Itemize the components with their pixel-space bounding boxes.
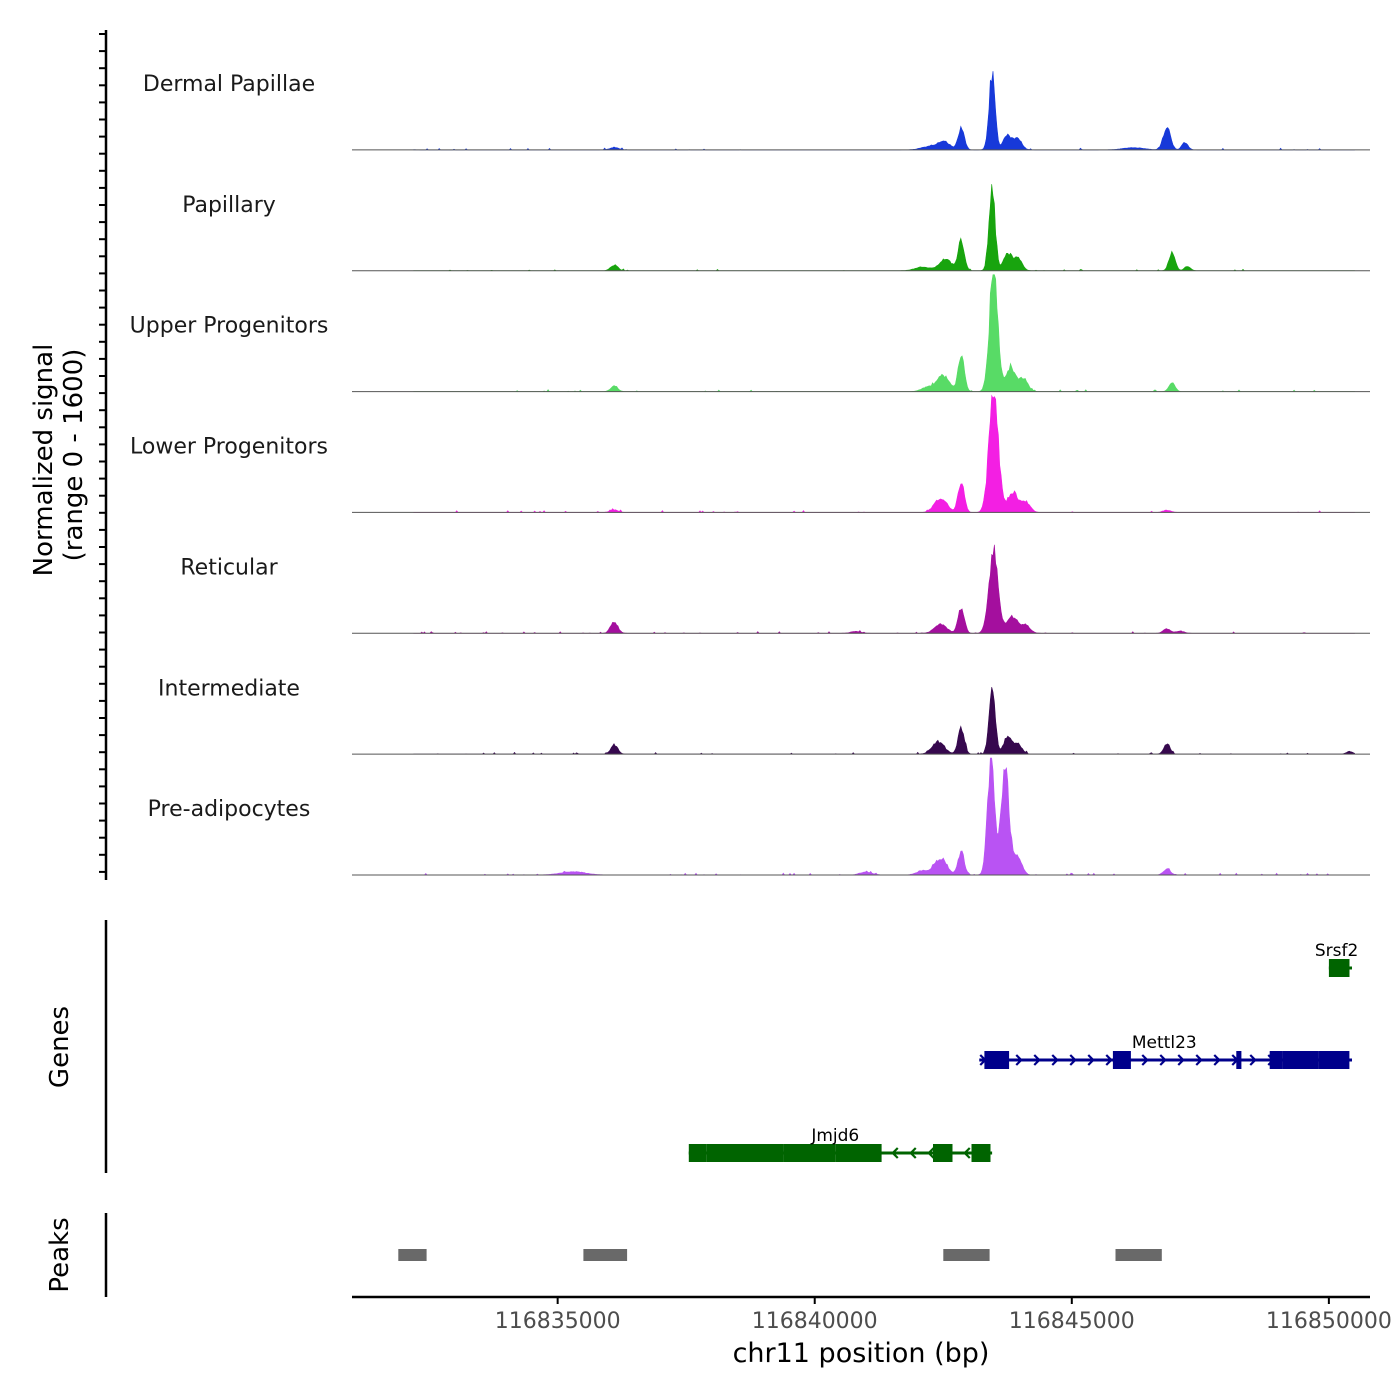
genes-y-label: Genes (45, 1006, 75, 1088)
track-label: Reticular (180, 555, 278, 580)
peaks-panel: Peaks (45, 1213, 1162, 1297)
gene-model: Jmjd6 (688, 1126, 993, 1162)
strand-arrow (1087, 1054, 1095, 1066)
track-label: Papillary (182, 193, 276, 218)
coverage-track: Papillary (182, 184, 1370, 272)
exon-block (971, 1144, 991, 1162)
peak-regions (398, 1249, 1162, 1261)
track-label: Upper Progenitors (130, 314, 329, 339)
coverage-track: Intermediate (158, 676, 1370, 755)
gene-model: Mettl23 (979, 1033, 1353, 1069)
strand-arrow (1195, 1054, 1203, 1066)
strand-arrow (963, 1147, 971, 1159)
track-label: Pre-adipocytes (148, 797, 311, 822)
coverage-area (413, 544, 1355, 634)
coverage-area (413, 394, 1355, 513)
coverage-track: Dermal Papillae (143, 71, 1370, 151)
exon-block (835, 1144, 882, 1162)
strand-arrow (1033, 1054, 1041, 1066)
track-label: Dermal Papillae (143, 72, 315, 97)
exon-block (706, 1144, 784, 1162)
strand-arrow (1213, 1054, 1221, 1066)
gene-model: Srsf2 (1315, 941, 1358, 977)
coverage-track: Pre-adipocytes (148, 757, 1370, 876)
exon-block (984, 1051, 1010, 1069)
coverage-area (413, 274, 1355, 392)
peak-region (943, 1249, 990, 1261)
gene-label: Jmjd6 (810, 1126, 859, 1146)
peak-region (398, 1249, 427, 1261)
strand-arrow (1015, 1054, 1023, 1066)
coverage-y-label-line1: Normalized signal (29, 344, 59, 577)
exon-block (1236, 1051, 1242, 1069)
x-axis: 116835000 116840000 116845000 116850000 chr… (352, 1295, 1392, 1369)
x-ticks: 116835000 116840000 116845000 116850000 (495, 1297, 1392, 1334)
strand-arrow (1105, 1054, 1113, 1066)
coverage-panel: Normalized signal (range 0 - 1600) Derma… (29, 30, 1370, 880)
strand-arrow (1249, 1054, 1257, 1066)
x-tick-label: 116835000 (495, 1309, 621, 1334)
coverage-y-ticks (99, 33, 106, 873)
strand-arrow (927, 1147, 935, 1159)
coverage-tracks: Dermal Papillae Papillary Upper Progenitor… (130, 71, 1370, 876)
x-axis-label: chr11 position (bp) (733, 1338, 990, 1369)
strand-arrow (1051, 1054, 1059, 1066)
coverage-track: Lower Progenitors (130, 394, 1370, 513)
exon-block (688, 1144, 707, 1162)
coverage-track: Upper Progenitors (130, 274, 1370, 393)
gene-label: Srsf2 (1315, 941, 1358, 961)
gene-label: Mettl23 (1132, 1033, 1197, 1053)
coverage-area (413, 71, 1355, 151)
strand-arrow (891, 1147, 899, 1159)
exon-block (783, 1144, 836, 1162)
exon-block (1269, 1051, 1283, 1069)
x-tick-label: 116840000 (752, 1309, 878, 1334)
track-label: Intermediate (158, 676, 300, 701)
exon-block (1282, 1051, 1319, 1069)
genes-panel: Genes Srsf2 Mettl23 Jmjd6 (45, 920, 1358, 1173)
strand-arrow (909, 1147, 917, 1159)
peak-region (583, 1249, 628, 1261)
exon-block (933, 1144, 953, 1162)
exon-block (1112, 1051, 1131, 1069)
strand-arrow (1177, 1054, 1185, 1066)
strand-arrow (1141, 1054, 1149, 1066)
peak-region (1115, 1249, 1162, 1261)
coverage-area (413, 184, 1355, 272)
coverage-y-label-line2: (range 0 - 1600) (59, 349, 89, 562)
peaks-y-label: Peaks (45, 1217, 75, 1292)
track-label: Lower Progenitors (130, 435, 328, 460)
gene-models: Srsf2 Mettl23 Jmjd6 (688, 941, 1358, 1162)
exon-block (1318, 1051, 1350, 1069)
coverage-area (413, 687, 1355, 755)
strand-arrow (1159, 1054, 1167, 1066)
strand-arrow (1069, 1054, 1077, 1066)
coverage-area (413, 757, 1355, 876)
x-tick-label: 116845000 (1009, 1309, 1135, 1334)
exon-block (1328, 959, 1350, 977)
x-tick-label: 116850000 (1266, 1309, 1392, 1334)
coverage-track: Reticular (180, 544, 1370, 634)
